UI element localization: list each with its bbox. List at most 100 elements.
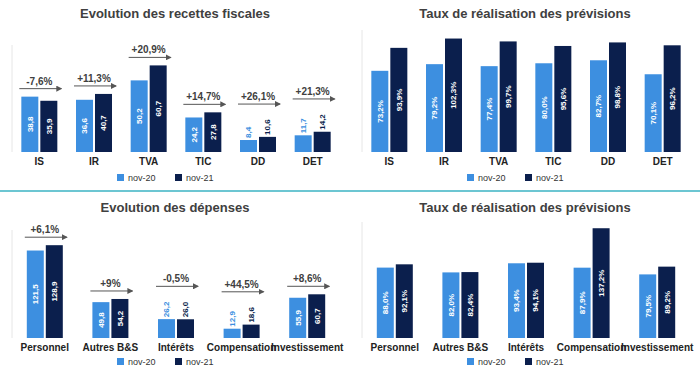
category-label: TVA <box>489 156 508 167</box>
legend-label: nov-20 <box>128 357 156 367</box>
bar <box>396 264 413 338</box>
bar <box>481 66 498 152</box>
y-axis-line <box>362 30 363 152</box>
bar <box>508 263 525 338</box>
data-label: 60,7 <box>154 100 163 116</box>
labels: 121,5128,9+6,1%49,854,2+9%26,226,0-0,5%1… <box>25 224 329 328</box>
bar <box>243 325 260 338</box>
bar <box>461 272 478 338</box>
data-label: 92,1% <box>400 290 409 313</box>
chart-panel: Taux de réalisation des prévisions73,2%9… <box>362 6 681 183</box>
bars <box>377 228 675 338</box>
annotation-arrow <box>222 291 264 292</box>
bar <box>554 46 571 152</box>
legend: nov-20 nov-21 <box>117 357 214 367</box>
legend-label: nov-21 <box>186 357 214 367</box>
legend-swatch <box>525 358 532 365</box>
bars <box>21 65 330 152</box>
data-label: 96,2% <box>668 87 677 110</box>
category-label: DD <box>251 156 265 167</box>
bar <box>609 42 626 152</box>
data-label: 54,2 <box>116 310 125 326</box>
data-label: 60,7 <box>313 308 322 324</box>
bar <box>76 100 93 152</box>
bar <box>314 132 331 152</box>
annotation-arrow <box>287 286 329 287</box>
bar <box>308 294 325 338</box>
category-label: Investissement <box>621 342 694 353</box>
data-label: 79,5% <box>644 295 653 318</box>
bar <box>390 48 407 152</box>
annotation-arrow <box>90 290 132 291</box>
data-label: 94,1% <box>532 289 541 312</box>
annotation-arrow <box>129 57 171 58</box>
bar <box>295 135 312 152</box>
data-label: 95,6% <box>559 88 568 111</box>
data-label: 70,1% <box>649 102 658 125</box>
category-label: Compensation <box>207 342 276 353</box>
data-label: 88,0% <box>381 291 390 314</box>
data-label: 82,0% <box>447 294 456 317</box>
bar <box>535 63 552 152</box>
legend-swatch <box>525 174 532 181</box>
data-label: 87,9% <box>578 291 587 314</box>
annotation: +11,3% <box>77 73 111 84</box>
annotation-arrow <box>74 85 116 86</box>
annotation-arrow <box>25 237 67 238</box>
bar <box>377 268 394 338</box>
category-label: Personnel <box>21 342 70 353</box>
legend-label: nov-21 <box>536 357 564 367</box>
annotation: +20,9% <box>132 44 166 55</box>
category-label: DET <box>653 156 673 167</box>
separator <box>0 190 700 192</box>
category-label: Autres B&S <box>433 342 489 353</box>
category-label: DD <box>601 156 615 167</box>
data-label: 12,9 <box>228 311 237 327</box>
legend-swatch <box>117 358 124 365</box>
legend-label: nov-20 <box>478 357 506 367</box>
bar <box>445 39 462 152</box>
data-label: 79,2% <box>431 97 440 120</box>
data-label: 18,6 <box>247 306 256 322</box>
labels: 73,2%93,9%79,2%102,3%77,4%99,7%80,0%95,6… <box>376 82 677 125</box>
bar <box>426 64 443 152</box>
data-label: 73,2% <box>376 100 385 123</box>
annotation: -0,5% <box>163 273 189 284</box>
data-label: 82,4% <box>466 294 475 317</box>
bar <box>259 137 276 152</box>
category-label: Autres B&S <box>83 342 139 353</box>
legend-swatch <box>175 174 182 181</box>
bar <box>150 65 167 152</box>
data-label: 8,4 <box>245 126 254 138</box>
data-label: 50,2 <box>135 108 144 124</box>
bar <box>111 299 128 338</box>
bar <box>500 41 517 152</box>
labels: 88,0%92,1%82,0%82,4%93,4%94,1%87,9%137,2… <box>381 270 671 318</box>
bar <box>131 80 148 152</box>
bar <box>593 228 610 338</box>
annotation-arrow <box>156 286 198 287</box>
data-label: 99,7% <box>504 85 513 108</box>
annotation-arrow <box>293 98 335 99</box>
bar <box>92 302 109 338</box>
bar <box>27 251 44 338</box>
chart-panel: Taux de réalisation des prévisions88,0%9… <box>362 200 694 367</box>
annotation: +8,6% <box>293 273 322 284</box>
chart-panel: Evolution des dépenses121,5128,9+6,1%49,… <box>12 200 344 367</box>
data-label: 26,0 <box>182 301 191 317</box>
legend-label: nov-21 <box>186 173 214 183</box>
category-label: IS <box>385 156 395 167</box>
legend-swatch <box>467 174 474 181</box>
data-label: 26,2 <box>163 301 172 317</box>
legend: nov-20nov-21 <box>117 173 214 183</box>
chart-title: Taux de réalisation des prévisions <box>419 6 630 21</box>
annotation: +44,5% <box>224 279 258 290</box>
category-label: Intérêts <box>508 342 545 353</box>
data-label: 137,2% <box>597 270 606 297</box>
data-label: 35,9 <box>45 118 54 134</box>
bar <box>658 267 675 338</box>
category-label: IS <box>35 156 45 167</box>
category-label: IR <box>439 156 450 167</box>
data-label: 82,7% <box>595 95 604 118</box>
bar <box>371 71 388 152</box>
